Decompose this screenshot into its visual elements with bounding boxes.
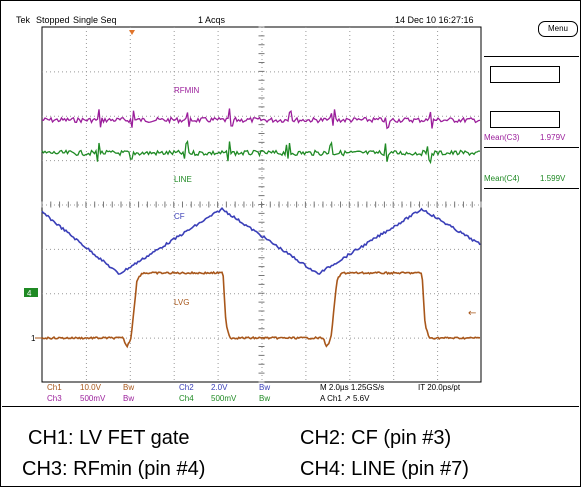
waveform-display: RFMIN LINE CF LVG 4 1 ← [24, 26, 482, 383]
ch1-bw: Bw [123, 383, 135, 392]
brand-label: Tek [16, 15, 31, 25]
trigger-level-arrow-icon: ← [468, 308, 476, 319]
trigger-position-marker [129, 30, 135, 35]
horizontal-timebase: M 2.0µs 1.25GS/s [320, 383, 385, 392]
ch3-waveform [41, 108, 481, 130]
ch4-scale: 500mV [211, 394, 237, 403]
ch1-name: Ch1 [47, 383, 62, 392]
acquisition-status: Stopped [36, 15, 70, 25]
ch2-waveform [41, 206, 481, 275]
side-panel-divider [484, 147, 579, 148]
record-resolution: IT 20.0ps/pt [418, 383, 461, 392]
ch1-ground-marker-text[interactable]: 1 [31, 334, 36, 343]
ch2-trace-label: CF [174, 212, 185, 221]
menu-button[interactable]: Menu [538, 21, 578, 37]
ch3-name: Ch3 [47, 394, 62, 403]
ch4-ground-marker-text: 4 [27, 289, 32, 298]
ch3-scale: 500mV [80, 394, 106, 403]
measurement-2-value: 1.599V [540, 174, 566, 183]
caption-ch2: CH2: CF (pin #3) [300, 427, 452, 449]
ch1-scale: 10.0V [80, 383, 101, 392]
caption-ch4: CH4: LINE (pin #7) [300, 458, 469, 480]
ch4-trace-label: LINE [174, 175, 192, 184]
measurement-slot-2[interactable] [490, 111, 560, 128]
ch4-bw: Bw [259, 394, 271, 403]
ch1-waveform [41, 270, 481, 349]
caption-ch1: CH1: LV FET gate [28, 427, 190, 449]
measurement-2-label: Mean(C4) [484, 174, 520, 183]
ch4-waveform [41, 139, 480, 165]
ch2-name: Ch2 [179, 383, 194, 392]
ch4-name: Ch4 [179, 394, 194, 403]
side-panel-divider [484, 56, 579, 57]
acquisition-mode: Single Seq [73, 15, 117, 25]
ch1-trace-label: LVG [174, 298, 189, 307]
caption-ch3: CH3: RFmin (pin #4) [22, 458, 206, 480]
trigger-setting: A Ch1 ↗ 5.6V [320, 394, 370, 403]
oscilloscope-screen: Tek Stopped Single Seq 1 Acqs 14 Dec 10 … [2, 2, 579, 407]
datetime-label: 14 Dec 10 16:27:16 [395, 15, 474, 25]
ch4-ground-marker[interactable] [24, 288, 38, 297]
measurement-1-value: 1.979V [540, 133, 566, 142]
measurement-slot-1[interactable] [490, 66, 560, 83]
ch3-trace-label: RFMIN [174, 86, 200, 95]
graticule-grid [41, 26, 482, 383]
ch3-bw: Bw [123, 394, 135, 403]
acquisition-count: 1 Acqs [198, 15, 226, 25]
measurement-1-label: Mean(C3) [484, 133, 520, 142]
ch2-scale: 2.0V [211, 383, 228, 392]
side-panel-divider [484, 188, 579, 189]
ch2-bw: Bw [259, 383, 271, 392]
